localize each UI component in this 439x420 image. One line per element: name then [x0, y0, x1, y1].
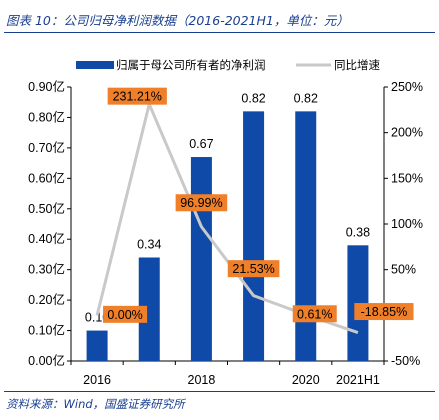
growth-line — [95, 102, 359, 334]
bar-value-label: 0.34 — [137, 237, 161, 251]
bar-value-label: 0.67 — [189, 137, 213, 151]
left-tick-label: 0.90亿 — [28, 79, 65, 94]
bar-value-label: 0.38 — [346, 225, 370, 239]
growth-label-box — [227, 260, 280, 278]
right-tick-label: 50% — [391, 263, 416, 277]
right-tick-label: 100% — [391, 217, 423, 231]
growth-label: -18.85% — [354, 303, 414, 321]
bar-2017 — [138, 257, 160, 361]
chart-legend: 归属于母公司所有者的净利润 同比增速 — [76, 58, 380, 72]
right-tick-label: 200% — [391, 126, 423, 140]
legend-line-label: 同比增速 — [334, 58, 380, 72]
growth-label-text: 231.21% — [113, 90, 162, 104]
growth-label-box — [292, 305, 337, 323]
growth-label-text: 0.61% — [297, 307, 332, 321]
growth-label-text: 96.99% — [180, 196, 222, 210]
right-tick-label: -50% — [391, 354, 420, 368]
x-tick-label: 2020 — [292, 373, 320, 387]
legend-bar-label: 归属于母公司所有者的净利润 — [116, 58, 266, 72]
chart-title: 图表 10：公司归母净利润数据（2016-2021H1，单位：元） — [6, 13, 349, 28]
growth-label-text: -18.85% — [361, 305, 408, 319]
legend-bar-swatch — [76, 61, 114, 69]
bar-2016 — [86, 330, 108, 361]
x-tick-label: 2018 — [188, 373, 216, 387]
bar-2018 — [190, 157, 212, 361]
x-tick-label: 2016 — [83, 373, 111, 387]
left-tick-label: 0.30亿 — [28, 262, 65, 277]
growth-label-text: 21.53% — [232, 262, 274, 276]
growth-label: 0.00% — [103, 305, 148, 323]
left-tick-label: 0.70亿 — [28, 140, 65, 155]
right-tick-label: 150% — [391, 171, 423, 185]
left-tick-label: 0.60亿 — [28, 170, 65, 185]
growth-label-box — [354, 303, 414, 321]
growth-label: 96.99% — [175, 194, 228, 212]
title-divider — [4, 32, 435, 33]
source-note: 资料来源：Wind，国盛证券研究所 — [6, 397, 185, 411]
growth-label: 0.61% — [292, 305, 337, 323]
left-tick-label: 0.10亿 — [28, 323, 65, 338]
source-divider — [4, 391, 435, 392]
left-tick-label: 0.00亿 — [28, 353, 65, 368]
x-tick-label: 2021H1 — [336, 373, 380, 387]
left-tick-label: 0.40亿 — [28, 231, 65, 246]
growth-label-box — [107, 87, 167, 105]
bar-2019 — [243, 111, 265, 361]
left-tick-label: 0.20亿 — [28, 292, 65, 307]
bar-value-label: 0.82 — [241, 91, 265, 105]
growth-label-text: 0.00% — [107, 308, 142, 322]
growth-label-box — [103, 305, 148, 323]
growth-label-box — [175, 194, 228, 212]
bar-value-label: 0.82 — [294, 91, 318, 105]
left-tick-label: 0.80亿 — [28, 109, 65, 124]
right-tick-label: 250% — [391, 80, 423, 94]
left-tick-label: 0.50亿 — [28, 201, 65, 216]
growth-label: 231.21% — [107, 87, 167, 105]
growth-label: 21.53% — [227, 260, 280, 278]
bar-2020 — [295, 111, 317, 361]
